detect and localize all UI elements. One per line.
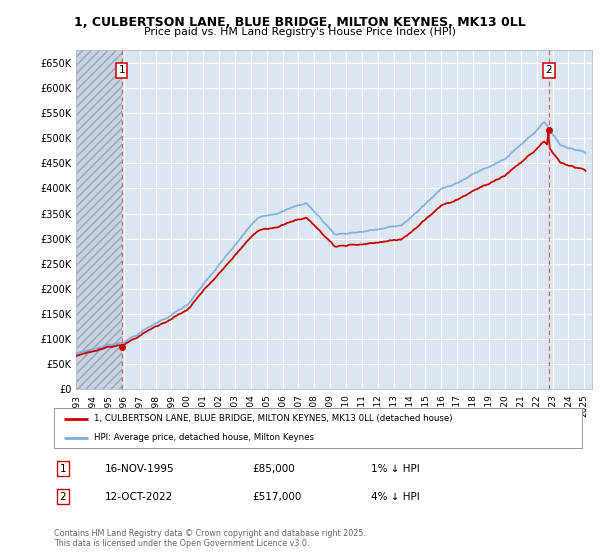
- Text: HPI: Average price, detached house, Milton Keynes: HPI: Average price, detached house, Milt…: [94, 433, 314, 442]
- Text: £517,000: £517,000: [252, 492, 301, 502]
- Text: 1: 1: [118, 66, 125, 76]
- Text: £85,000: £85,000: [252, 464, 295, 474]
- Text: 2: 2: [59, 492, 67, 502]
- Bar: [76, 50, 122, 389]
- Text: 1: 1: [59, 464, 67, 474]
- Text: 1, CULBERTSON LANE, BLUE BRIDGE, MILTON KEYNES, MK13 0LL (detached house): 1, CULBERTSON LANE, BLUE BRIDGE, MILTON …: [94, 414, 452, 423]
- Text: 1, CULBERTSON LANE, BLUE BRIDGE, MILTON KEYNES, MK13 0LL: 1, CULBERTSON LANE, BLUE BRIDGE, MILTON …: [74, 16, 526, 29]
- Text: Price paid vs. HM Land Registry's House Price Index (HPI): Price paid vs. HM Land Registry's House …: [144, 27, 456, 37]
- Text: Contains HM Land Registry data © Crown copyright and database right 2025.
This d: Contains HM Land Registry data © Crown c…: [54, 529, 366, 548]
- Text: 12-OCT-2022: 12-OCT-2022: [105, 492, 173, 502]
- Text: 1% ↓ HPI: 1% ↓ HPI: [371, 464, 419, 474]
- Text: 2: 2: [546, 66, 553, 76]
- Text: 4% ↓ HPI: 4% ↓ HPI: [371, 492, 419, 502]
- Text: 16-NOV-1995: 16-NOV-1995: [105, 464, 175, 474]
